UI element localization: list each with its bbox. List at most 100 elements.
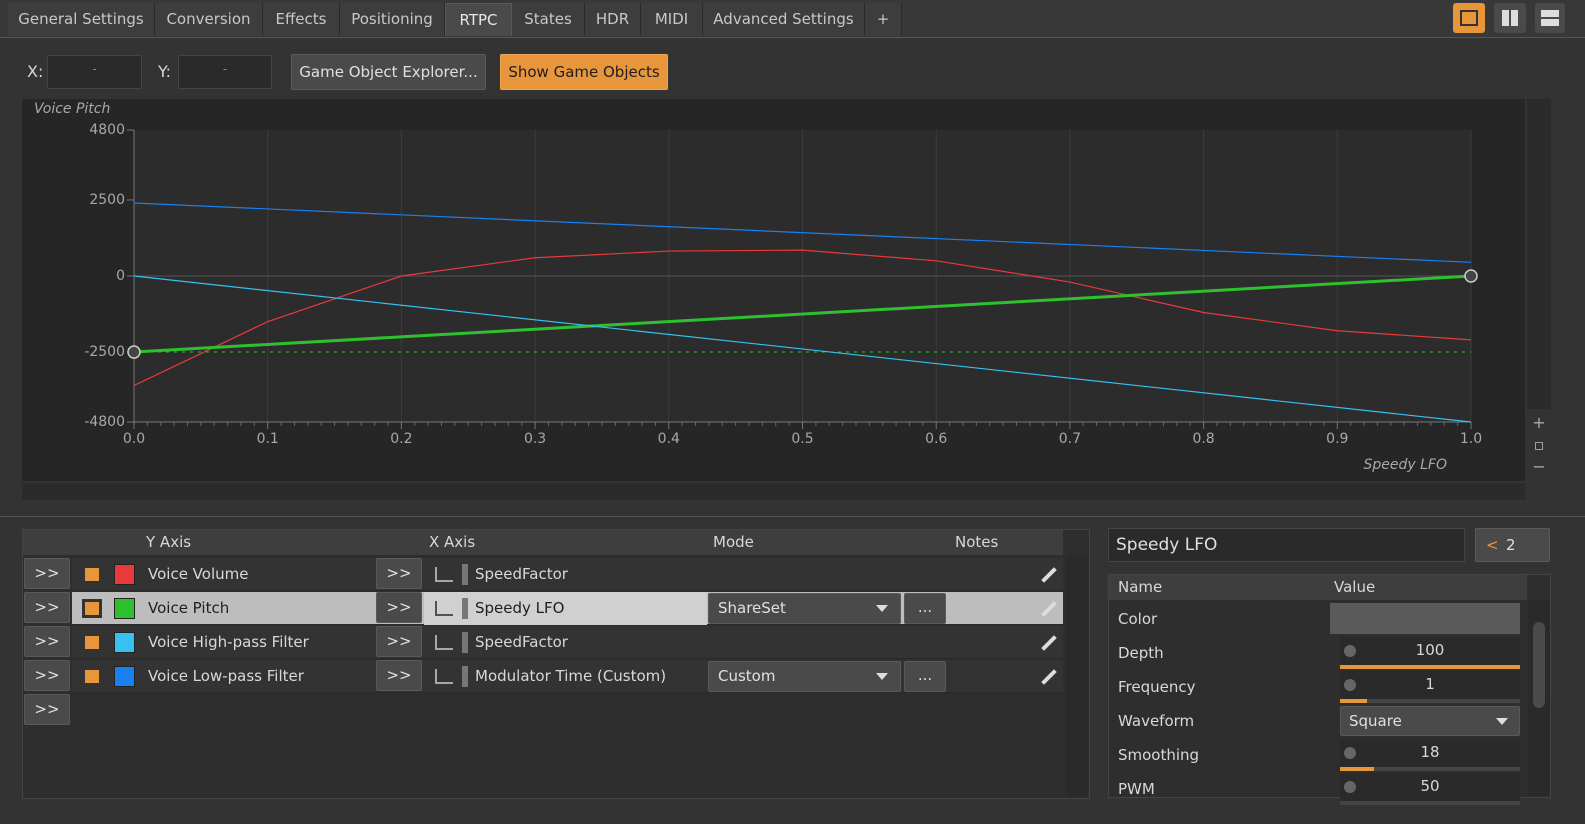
slider-fill	[1340, 767, 1375, 771]
expand-button[interactable]: >>	[376, 626, 422, 657]
share-count-button[interactable]: <2	[1475, 528, 1550, 562]
slider-track	[1340, 767, 1520, 771]
expand-button[interactable]: >>	[24, 626, 70, 657]
inspector-scrollbar[interactable]	[1528, 600, 1550, 796]
x-tick-label: 0.5	[791, 431, 813, 447]
slider-field[interactable]: 50	[1340, 773, 1520, 801]
pin-icon[interactable]	[82, 599, 102, 618]
expand-button[interactable]: >>	[24, 592, 70, 623]
waveform-dropdown[interactable]: Square	[1340, 706, 1520, 736]
color-swatch	[114, 598, 135, 619]
slider-track	[1340, 699, 1520, 703]
inspector-header	[1109, 575, 1527, 600]
x-axis-divider	[462, 666, 468, 687]
slider-field[interactable]: 1	[1340, 671, 1520, 699]
property-name: Depth	[1118, 644, 1164, 662]
slider-knob	[1344, 679, 1356, 691]
pin-icon[interactable]	[82, 633, 102, 652]
slider-field[interactable]: 100	[1340, 637, 1520, 665]
slider-fill	[1340, 699, 1367, 703]
y-tick-label: 2500	[89, 192, 125, 208]
x-axis-icon	[435, 601, 453, 616]
property-name: PWM	[1118, 780, 1155, 798]
tab[interactable]: Effects	[263, 3, 340, 36]
graph-x-label: Speedy LFO	[1364, 457, 1448, 473]
x-tick-label: 0.4	[658, 431, 680, 447]
slider-field[interactable]: 18	[1340, 739, 1520, 767]
more-button[interactable]: ...	[904, 593, 946, 624]
tab[interactable]: HDR	[585, 3, 641, 36]
tab[interactable]: +	[865, 3, 902, 36]
slider-knob	[1344, 645, 1356, 657]
curve	[133, 249, 1472, 387]
expand-button[interactable]: >>	[24, 558, 70, 589]
expand-button[interactable]: >>	[376, 558, 422, 589]
tab[interactable]: States	[512, 3, 585, 36]
graph-zoom-controls[interactable]: + ▫ −	[1532, 413, 1546, 476]
x-label: X:	[27, 62, 44, 81]
expand-button[interactable]: >>	[376, 592, 422, 623]
mode-dropdown[interactable]: ShareSet	[708, 593, 901, 624]
expand-button[interactable]: >>	[376, 660, 422, 691]
tab[interactable]: Advanced Settings	[703, 3, 865, 36]
more-button[interactable]: ...	[904, 661, 946, 692]
dropdown-arrow	[1496, 718, 1508, 725]
pin-icon[interactable]	[82, 565, 102, 584]
y-field[interactable]: -	[178, 55, 272, 89]
y-tick-label: -4800	[84, 414, 125, 430]
y-axis-name: Voice Pitch	[148, 599, 230, 617]
curve	[133, 202, 1472, 263]
mode-dropdown[interactable]: Custom	[708, 661, 901, 692]
graph-h-scrollbar[interactable]	[22, 483, 1525, 500]
header-y-axis: Y Axis	[146, 533, 192, 551]
layout-rows[interactable]	[1535, 3, 1565, 33]
color-button[interactable]	[1330, 603, 1520, 634]
y-axis-name: Voice High-pass Filter	[148, 633, 309, 651]
y-tick-label: 0	[116, 268, 125, 284]
table-scrollbar[interactable]	[1066, 556, 1088, 796]
show-game-objects-button[interactable]: Show Game Objects	[500, 54, 668, 90]
x-tick-label: 0.0	[123, 431, 145, 447]
inspector-title: Speedy LFO	[1108, 528, 1465, 562]
inspector-header-value: Value	[1334, 578, 1376, 596]
expand-button[interactable]: >>	[24, 694, 70, 725]
tab[interactable]: Positioning	[340, 3, 445, 36]
x-axis-divider	[462, 632, 468, 653]
x-tick-label: 0.2	[390, 431, 412, 447]
dropdown-arrow	[876, 673, 888, 680]
header-x-axis: X Axis	[429, 533, 476, 551]
x-axis-icon	[435, 669, 453, 684]
tab[interactable]: General Settings	[8, 3, 155, 36]
separator	[0, 516, 1585, 517]
graph: Voice Pitch Speedy LFO 0.0 0.1 0.2 0.3 0.4 0.…	[34, 101, 1482, 473]
y-axis-name: Voice Volume	[148, 565, 249, 583]
curve-point	[1464, 269, 1478, 283]
graph-y-label: Voice Pitch	[34, 101, 110, 117]
tab[interactable]: Conversion	[155, 3, 263, 36]
x-axis-icon	[435, 567, 453, 582]
inspector-header-name: Name	[1118, 578, 1163, 596]
tab[interactable]: MIDI	[641, 3, 703, 36]
y-axis-name: Voice Low-pass Filter	[148, 667, 304, 685]
tab[interactable]: RTPC	[445, 3, 512, 36]
color-swatch	[114, 666, 135, 687]
color-swatch	[114, 632, 135, 653]
layout-columns[interactable]	[1494, 3, 1526, 33]
x-tick-label: 0.3	[524, 431, 546, 447]
header-notes: Notes	[955, 533, 999, 551]
property-name: Smoothing	[1118, 746, 1200, 764]
graph-v-scrollbar[interactable]	[1527, 99, 1551, 409]
expand-button[interactable]: >>	[24, 660, 70, 691]
color-swatch	[114, 564, 135, 585]
layout-single[interactable]	[1453, 3, 1485, 33]
pin-icon[interactable]	[82, 667, 102, 686]
game-object-explorer-button[interactable]: Game Object Explorer...	[291, 54, 486, 90]
x-tick-label: 0.9	[1326, 431, 1348, 447]
property-name: Waveform	[1118, 712, 1195, 730]
x-axis-name: Speedy LFO	[475, 599, 565, 617]
slider-knob	[1344, 747, 1356, 759]
row-bg-x	[424, 592, 707, 625]
curve-point	[127, 345, 141, 359]
x-field[interactable]: -	[47, 55, 142, 89]
